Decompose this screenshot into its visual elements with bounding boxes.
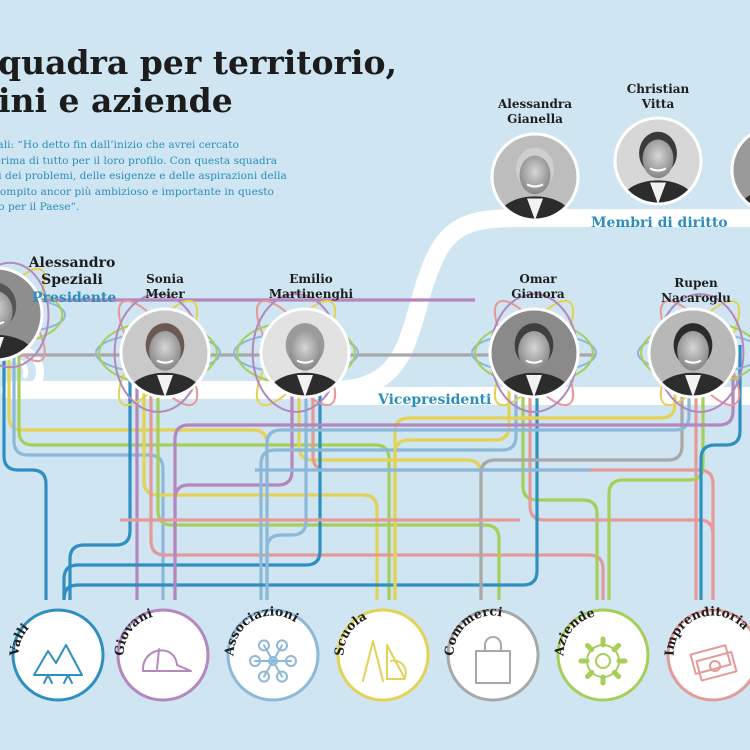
title-line-2: ini e aziende xyxy=(0,81,233,120)
cap-icon xyxy=(142,648,192,672)
compass-ruler-icon xyxy=(362,640,407,682)
metro-line xyxy=(62,345,322,600)
name-gianora: Omar Gianora xyxy=(488,272,588,302)
first-name: Sonia xyxy=(146,272,184,286)
portrait-photo xyxy=(490,132,580,222)
metro-line xyxy=(521,345,599,600)
metro-line xyxy=(2,345,48,600)
name-gianella: Alessandra Gianella xyxy=(485,97,585,127)
portrait-photo xyxy=(647,307,739,399)
money-icon xyxy=(689,644,738,682)
group-vicepresidenti: Vicepresidenti xyxy=(378,392,492,408)
category-circles: ValliGiovaniAssociazioniScuolaCommerciAz… xyxy=(6,603,750,702)
last-name: Meier xyxy=(145,287,185,301)
connector-road xyxy=(0,209,750,405)
metro-line xyxy=(528,345,715,600)
metro-line xyxy=(62,345,539,600)
title-line-1: quadra per territorio, xyxy=(0,43,397,82)
quote-line-5: to per il Paese”. xyxy=(0,201,80,213)
name-vitta: Christian Vitta xyxy=(608,82,708,112)
metro-line xyxy=(699,345,742,600)
metro-lines xyxy=(0,298,742,600)
first-name: Alessandro xyxy=(28,255,116,271)
metro-line xyxy=(149,345,605,600)
metro-line xyxy=(12,345,165,600)
metro-line xyxy=(479,345,684,600)
metro-line xyxy=(68,345,132,600)
last-name: Nacaroglu xyxy=(661,291,731,305)
quote-line-3: ti dei problemi, delle esigenze e delle … xyxy=(0,170,287,182)
portrait-photo xyxy=(488,307,580,399)
first-name: Omar xyxy=(519,272,557,286)
quote-line-1: iali: “Ho detto fin dall’inizio che avre… xyxy=(0,139,239,151)
group-membri-di-diritto: Membri di diritto xyxy=(591,215,728,231)
quote-line-2: prima di tutto per il loro profilo. Con … xyxy=(0,154,278,167)
metro-line xyxy=(156,345,501,600)
category-imprenditoria: Imprenditoria xyxy=(661,604,750,702)
category-scuola: Scuola xyxy=(331,608,430,702)
name-speziali: Alessandro Speziali xyxy=(22,255,122,289)
page-title: quadra per territorio, ini e aziende xyxy=(0,44,418,120)
quote-line-4: compito ancor più ambizioso e importante… xyxy=(0,185,274,198)
category-associazioni: Associazioni xyxy=(221,603,320,702)
role-presidente: Presidente xyxy=(32,290,117,306)
metro-line xyxy=(173,345,735,600)
first-name: Emilio xyxy=(289,272,333,286)
name-nacaroglu: Rupen Nacaroglu xyxy=(646,276,746,306)
category-giovani: Giovani xyxy=(111,605,210,702)
orbital-ring xyxy=(0,261,50,369)
last-name: Speziali xyxy=(41,272,103,288)
last-name: Gianella xyxy=(507,112,563,126)
network-icon xyxy=(249,639,297,683)
gear-icon xyxy=(578,636,628,686)
first-name: Christian xyxy=(626,82,690,96)
metro-line xyxy=(265,345,691,600)
metro-line xyxy=(17,345,391,600)
last-name: Gianora xyxy=(511,287,565,301)
intro-quote: iali: “Ho detto fin dall’inizio che avre… xyxy=(0,138,334,216)
first-name: Rupen xyxy=(674,276,718,290)
shopping-bag-icon xyxy=(475,636,511,684)
mountains-icon xyxy=(33,644,83,684)
category-aziende: Aziende xyxy=(551,605,650,702)
portrait-photo xyxy=(0,266,44,362)
portrait-photo xyxy=(730,127,750,213)
name-martinenghi: Emilio Martinenghi xyxy=(256,272,366,302)
category-commerci: Commerci xyxy=(441,604,540,702)
portrait-photo xyxy=(613,116,703,206)
metro-line xyxy=(259,345,518,600)
last-name: Vitta xyxy=(641,97,675,111)
portrait-photo xyxy=(119,307,211,399)
category-valli: Valli xyxy=(6,608,105,702)
name-meier: Sonia Meier xyxy=(125,272,205,302)
portraits xyxy=(0,116,750,399)
portrait-photo xyxy=(259,307,351,399)
first-name: Alessandra xyxy=(497,97,572,111)
metro-line xyxy=(393,345,511,600)
last-name: Martinenghi xyxy=(268,287,354,301)
